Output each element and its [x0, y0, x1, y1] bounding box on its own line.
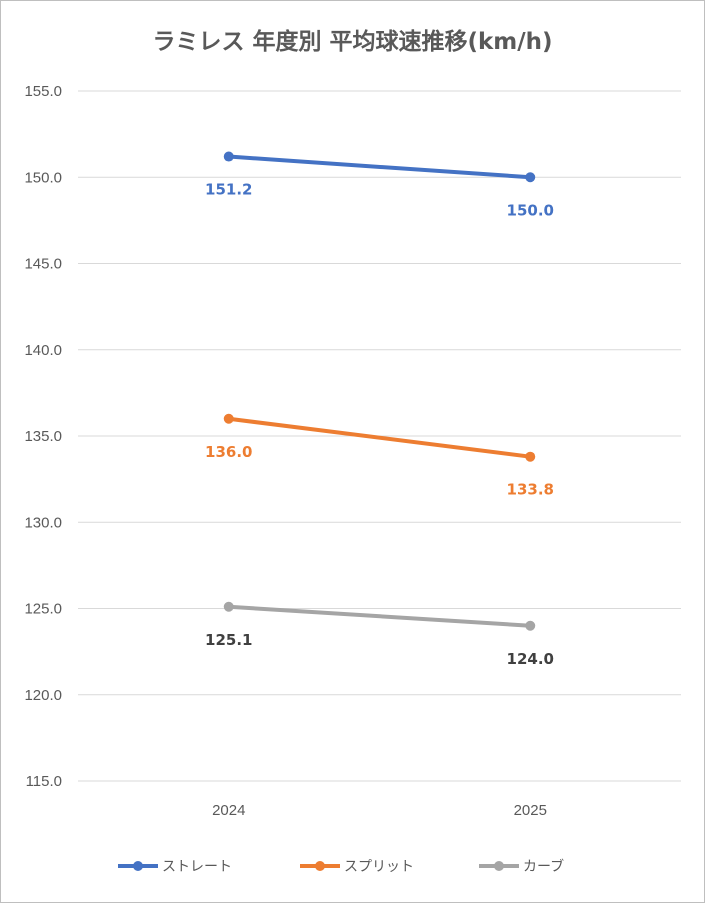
y-tick-label-7: 150.0 — [24, 169, 62, 186]
data-label-1-0: 136.0 — [205, 443, 252, 461]
series-line-1 — [226, 416, 533, 459]
legend-marker-0 — [133, 861, 143, 871]
data-label-0-0: 151.2 — [205, 181, 252, 199]
y-tick-label-2: 125.0 — [24, 601, 62, 618]
series-line-0 — [226, 154, 533, 180]
chart-title: ラミレス 年度別 平均球速推移(km/h) — [152, 29, 553, 55]
data-label-2-0: 125.1 — [205, 631, 252, 649]
x-tick-label-1: 2025 — [514, 802, 547, 819]
y-tick-label-4: 135.0 — [24, 428, 62, 445]
y-tick-label-1: 120.0 — [24, 687, 62, 704]
legend-marker-2 — [494, 861, 504, 871]
series-line-2 — [226, 604, 533, 628]
legend-marker-1 — [315, 861, 325, 871]
data-label-0-1: 150.0 — [507, 201, 554, 219]
data-point-1-0 — [223, 413, 234, 424]
data-point-2-0 — [223, 601, 234, 612]
y-tick-label-8: 155.0 — [24, 83, 62, 100]
y-tick-label-5: 140.0 — [24, 342, 62, 359]
y-tick-label-6: 145.0 — [24, 256, 62, 273]
y-tick-label-3: 130.0 — [24, 514, 62, 531]
legend-label-2: カーブ — [523, 858, 564, 875]
y-tick-label-0: 115.0 — [26, 773, 62, 790]
data-label-1-1: 133.8 — [507, 481, 554, 499]
data-label-2-1: 124.0 — [507, 650, 554, 668]
x-tick-label-0: 2024 — [212, 802, 245, 819]
data-point-0-0 — [223, 151, 234, 162]
legend-label-0: ストレート — [162, 859, 232, 875]
data-point-1-1 — [525, 451, 536, 462]
data-point-2-1 — [525, 620, 536, 631]
legend-label-1: スプリット — [344, 859, 414, 875]
data-point-0-1 — [525, 172, 536, 183]
